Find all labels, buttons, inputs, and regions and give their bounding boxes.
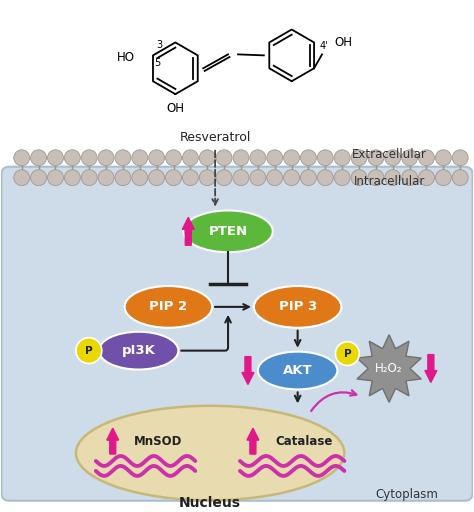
Text: 4': 4' [320, 41, 328, 51]
Circle shape [283, 150, 300, 166]
Text: MnSOD: MnSOD [134, 435, 182, 447]
Ellipse shape [99, 332, 178, 370]
Circle shape [368, 150, 384, 166]
Text: PIP 2: PIP 2 [149, 301, 187, 313]
Text: AKT: AKT [283, 364, 312, 377]
Text: OH: OH [334, 36, 352, 49]
Circle shape [334, 150, 350, 166]
Ellipse shape [76, 406, 345, 500]
Text: PTEN: PTEN [209, 225, 247, 238]
Circle shape [216, 169, 232, 186]
Circle shape [31, 169, 46, 186]
Circle shape [301, 150, 316, 166]
Circle shape [98, 150, 114, 166]
Text: 3: 3 [156, 40, 162, 50]
Circle shape [149, 169, 164, 186]
Circle shape [199, 169, 215, 186]
Circle shape [31, 150, 46, 166]
Circle shape [14, 150, 30, 166]
Circle shape [233, 150, 249, 166]
Circle shape [385, 150, 401, 166]
Text: Nucleus: Nucleus [179, 496, 241, 510]
Ellipse shape [183, 210, 273, 252]
Circle shape [81, 169, 97, 186]
Text: 5: 5 [154, 58, 160, 68]
Circle shape [385, 169, 401, 186]
Circle shape [233, 169, 249, 186]
Circle shape [401, 150, 418, 166]
Circle shape [419, 169, 435, 186]
Circle shape [317, 150, 333, 166]
FancyArrow shape [242, 356, 254, 385]
Ellipse shape [76, 338, 102, 364]
Circle shape [368, 169, 384, 186]
Ellipse shape [258, 352, 337, 390]
Circle shape [132, 169, 148, 186]
Circle shape [165, 150, 182, 166]
Circle shape [267, 169, 283, 186]
Circle shape [47, 150, 64, 166]
Circle shape [182, 150, 198, 166]
Circle shape [47, 169, 64, 186]
Circle shape [317, 169, 333, 186]
Text: H₂O₂: H₂O₂ [375, 362, 403, 375]
Text: pI3K: pI3K [122, 344, 155, 357]
Circle shape [351, 150, 367, 166]
Circle shape [452, 150, 468, 166]
Circle shape [250, 169, 266, 186]
Circle shape [98, 169, 114, 186]
Text: Cytoplasm: Cytoplasm [375, 488, 438, 501]
Circle shape [115, 150, 131, 166]
Text: PIP 3: PIP 3 [279, 301, 317, 313]
Circle shape [165, 169, 182, 186]
Circle shape [81, 150, 97, 166]
Circle shape [250, 150, 266, 166]
Circle shape [401, 169, 418, 186]
Circle shape [452, 169, 468, 186]
FancyArrow shape [182, 218, 194, 245]
Circle shape [132, 150, 148, 166]
Circle shape [182, 169, 198, 186]
FancyArrow shape [247, 428, 259, 454]
Ellipse shape [254, 286, 341, 328]
FancyArrow shape [107, 428, 118, 454]
Text: OH: OH [166, 101, 184, 115]
Circle shape [436, 150, 451, 166]
Text: Catalase: Catalase [275, 435, 332, 447]
Circle shape [351, 169, 367, 186]
Circle shape [283, 169, 300, 186]
Circle shape [436, 169, 451, 186]
FancyBboxPatch shape [1, 167, 473, 501]
Text: HO: HO [117, 51, 135, 64]
Circle shape [149, 150, 164, 166]
Polygon shape [357, 335, 421, 402]
Circle shape [216, 150, 232, 166]
FancyArrow shape [425, 355, 437, 382]
Text: P: P [85, 346, 93, 356]
Text: P: P [344, 349, 351, 358]
Circle shape [199, 150, 215, 166]
Circle shape [64, 169, 80, 186]
Circle shape [115, 169, 131, 186]
Circle shape [419, 150, 435, 166]
Text: Intracellular: Intracellular [354, 175, 425, 188]
Circle shape [267, 150, 283, 166]
Circle shape [64, 150, 80, 166]
Circle shape [301, 169, 316, 186]
Ellipse shape [125, 286, 212, 328]
Text: Resveratrol: Resveratrol [180, 132, 251, 144]
Ellipse shape [336, 342, 359, 366]
Text: Extracellular: Extracellular [352, 148, 427, 161]
Circle shape [334, 169, 350, 186]
Circle shape [14, 169, 30, 186]
